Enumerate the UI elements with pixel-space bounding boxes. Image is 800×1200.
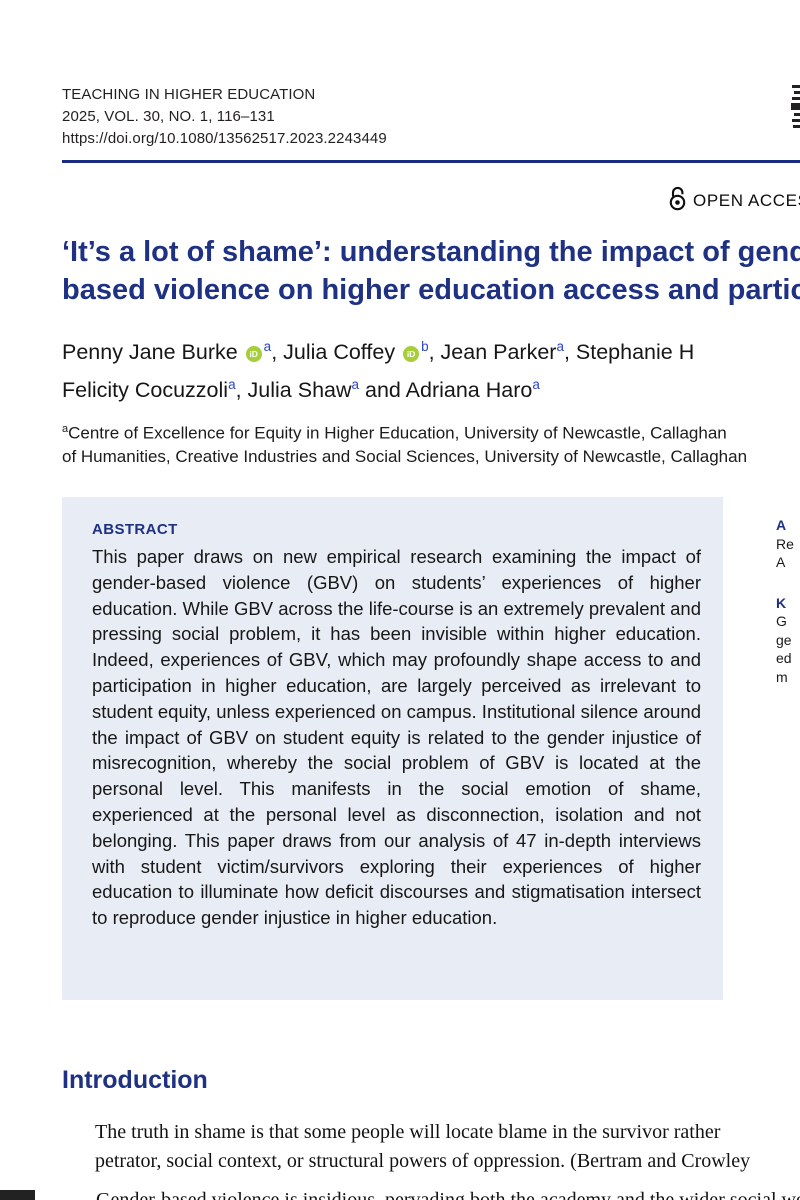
authors-line-2: Felicity Cocuzzolia, Julia Shawa and Adr… — [62, 369, 694, 407]
orcid-icon[interactable]: iD — [245, 346, 262, 363]
introduction-block-quote: The truth in shame is that some people w… — [95, 1118, 800, 1175]
author-list: Penny Jane Burke iDa, Julia Coffey iDb, … — [62, 331, 694, 406]
article-title-line1: ‘It’s a lot of shame’: understanding the… — [62, 236, 800, 268]
publisher-logo-fragment-icon — [791, 85, 800, 128]
affiliation-superscript: a — [263, 339, 272, 354]
affiliation-text: Centre of Excellence for Equity in Highe… — [68, 423, 727, 443]
side-column-clipped: A Re A K G ge ed m — [776, 516, 800, 686]
affiliation-line-2: of Humanities, Creative Industries and S… — [62, 445, 747, 469]
author-name: , Jean Parker — [428, 340, 557, 365]
open-access-badge: OPEN ACCESS — [668, 186, 800, 216]
article-title-line2: based violence on higher education acces… — [62, 274, 800, 306]
author-name: , Stephanie H — [563, 340, 695, 365]
affiliation-marker: a — [62, 423, 69, 435]
introduction-heading: Introduction — [62, 1066, 208, 1094]
affiliation-superscript: a — [532, 376, 540, 392]
affiliation-superscript: b — [421, 339, 429, 354]
bottom-left-corner-fragment — [0, 1190, 35, 1200]
keyword-line-fragment: G — [776, 613, 787, 629]
quote-line-2: petrator, social context, or structural … — [95, 1149, 751, 1172]
keyword-line-fragment: m — [776, 668, 788, 685]
affiliation-superscript: a — [228, 376, 236, 392]
quote-line-1: The truth in shame is that some people w… — [95, 1121, 721, 1143]
affiliation-superscript: a — [351, 376, 360, 392]
journal-name: TEACHING IN HIGHER EDUCATION — [62, 86, 316, 103]
authors-line-1: Penny Jane Burke iDa, Julia Coffey iDb, … — [62, 331, 694, 369]
author-name: , Julia Coffey — [271, 340, 402, 365]
header-divider-rule — [62, 160, 800, 163]
article-history-line-fragment: Re — [776, 535, 794, 552]
keyword-line-fragment: ed — [776, 650, 792, 666]
doi-link[interactable]: https://doi.org/10.1080/13562517.2023.22… — [62, 130, 387, 147]
orcid-icon[interactable]: iD — [403, 346, 420, 363]
author-name: , Julia Shaw — [235, 377, 352, 402]
author-name: Felicity Cocuzzoli — [62, 377, 229, 402]
article-title: ‘It’s a lot of shame’: understanding the… — [62, 233, 800, 309]
journal-header: TEACHING IN HIGHER EDUCATION 2025, VOL. … — [62, 84, 387, 150]
article-history-line-fragment: A — [776, 554, 786, 570]
abstract-box: ABSTRACT This paper draws on new empiric… — [62, 497, 723, 1000]
affiliation-text: of Humanities, Creative Industries and S… — [62, 447, 748, 467]
affiliation-line-1: aCentre of Excellence for Equity in High… — [62, 418, 747, 445]
keyword-line-fragment: ge — [776, 631, 792, 648]
keywords-header-fragment: K — [776, 594, 787, 611]
article-history-header-fragment: A — [776, 517, 787, 533]
open-access-label: OPEN ACCESS — [693, 191, 800, 210]
abstract-label: ABSTRACT — [92, 521, 178, 538]
open-lock-icon — [668, 186, 687, 216]
author-name: Penny Jane Burke — [62, 340, 244, 365]
affiliations: aCentre of Excellence for Equity in High… — [62, 418, 747, 469]
abstract-text: This paper draws on new empirical resear… — [92, 546, 701, 929]
clipped-paragraph-first-line: Gender-based violence is insidious, perv… — [96, 1189, 800, 1200]
affiliation-superscript: a — [556, 339, 564, 354]
author-name: and Adriana Haro — [359, 377, 533, 402]
side-column-spacer — [776, 572, 800, 594]
issue-info: 2025, VOL. 30, NO. 1, 116–131 — [62, 108, 275, 125]
